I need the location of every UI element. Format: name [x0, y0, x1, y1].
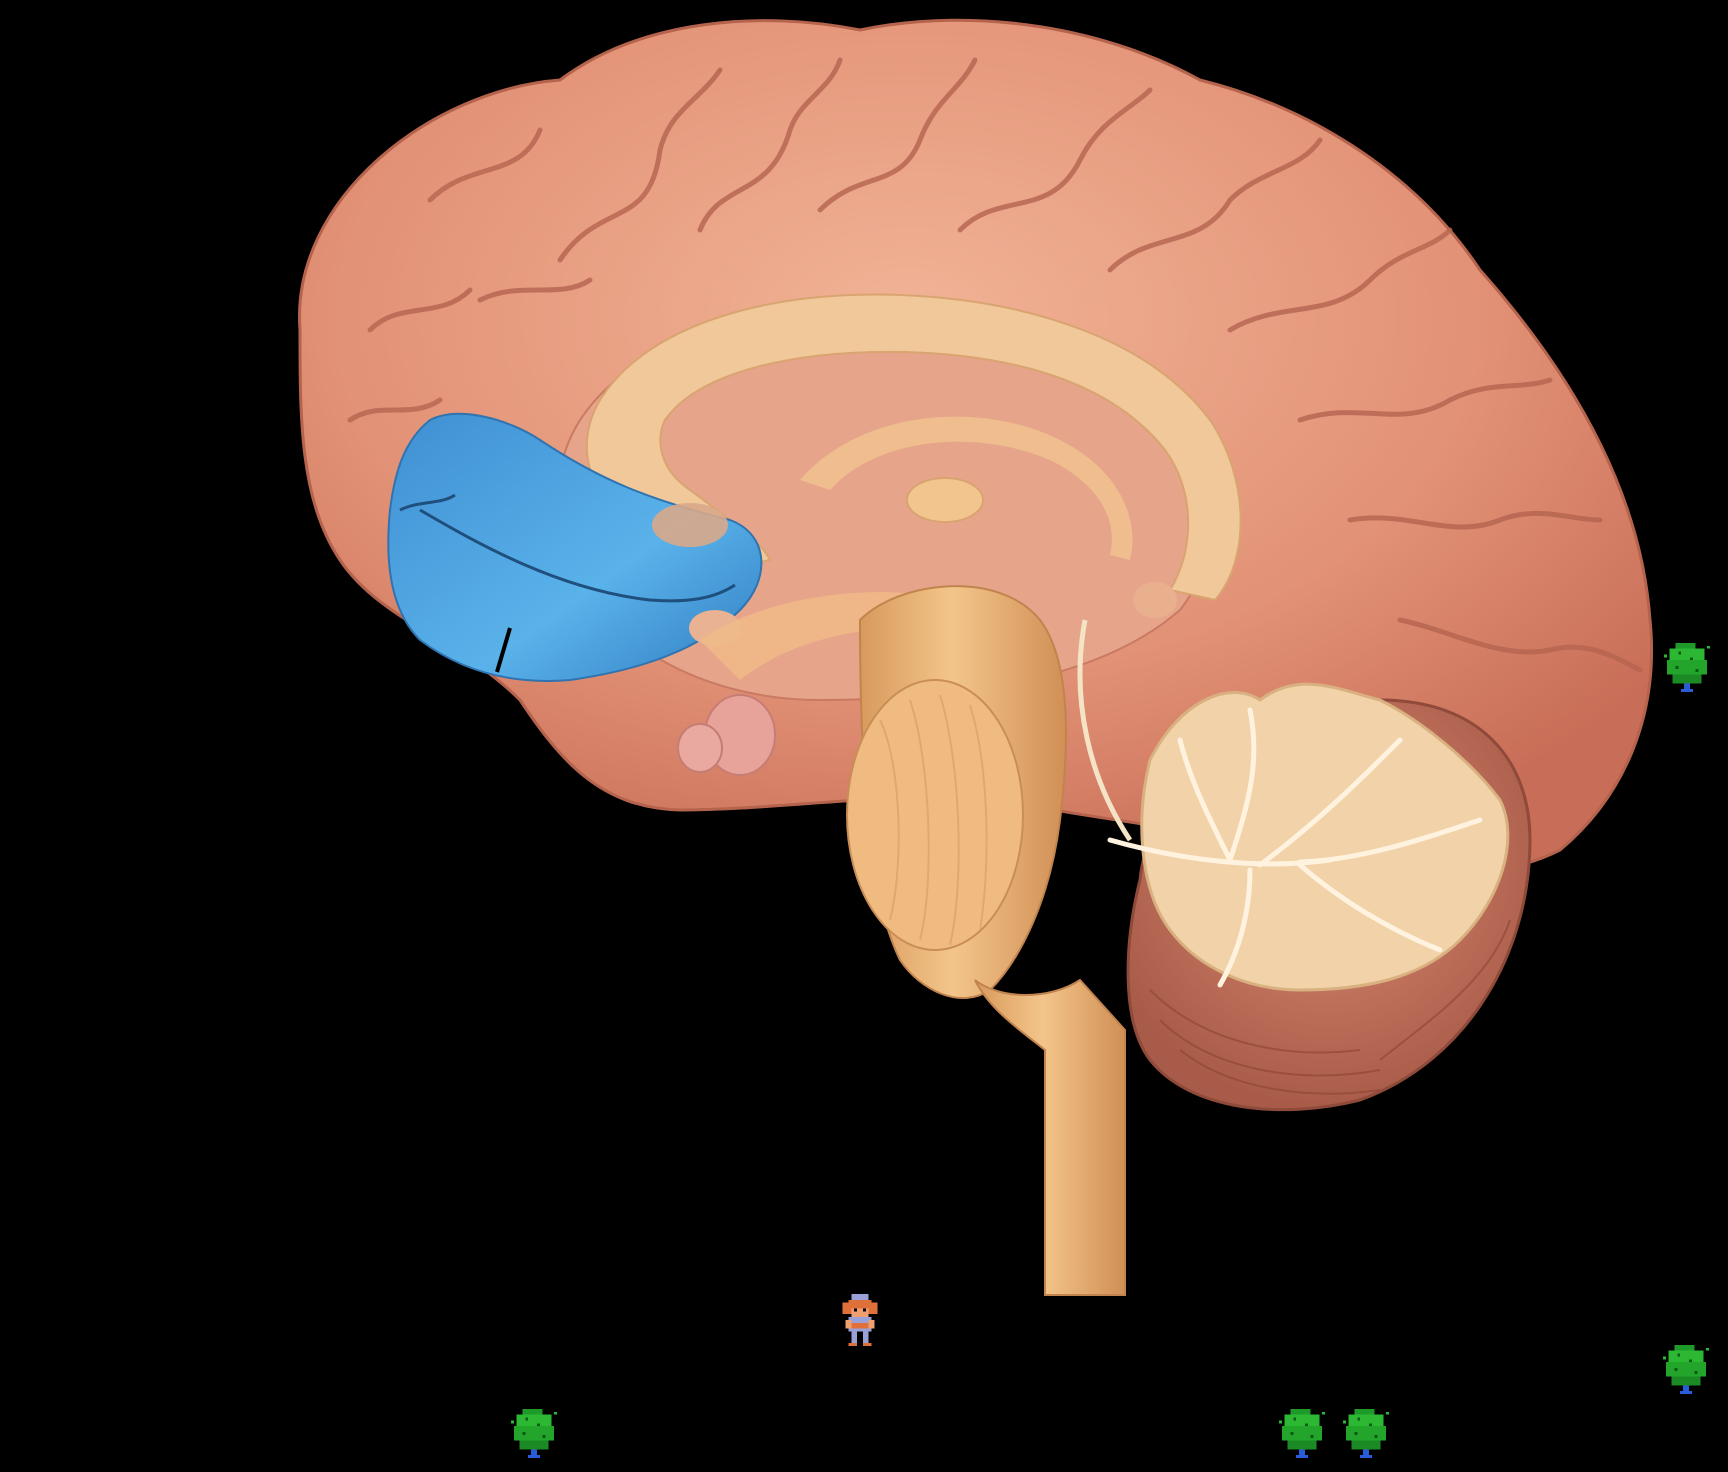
arbor-vitae-branches [1107, 707, 1483, 988]
player-sprite [836, 1294, 884, 1346]
fourth-ventricle-line [1077, 619, 1133, 842]
green-bush-icon [510, 1408, 558, 1458]
pons-striations [879, 694, 988, 946]
bush-sprite-1 [1663, 640, 1711, 692]
orbitofrontal-cortex-highlight [387, 412, 763, 682]
cerebellum-folia [1149, 919, 1511, 1095]
mammillary-body [677, 723, 723, 773]
fornix [800, 416, 1133, 560]
green-bush-icon [1662, 1344, 1710, 1394]
label-pointer-line [495, 627, 512, 673]
pixel-hero-icon [842, 1294, 878, 1346]
gyri-folds [347, 57, 1643, 673]
green-bush-icon [1663, 642, 1711, 692]
green-bush-icon [1278, 1408, 1326, 1458]
orbitofrontal-fold-2 [399, 493, 456, 512]
bush-sprite-5 [1342, 1406, 1390, 1458]
thalamus [906, 477, 984, 523]
bush-sprite-4 [1278, 1406, 1326, 1458]
pineal-gland [1133, 582, 1177, 618]
green-bush-icon [1342, 1408, 1390, 1458]
orbitofrontal-fold [419, 508, 736, 603]
anterior-commissure [652, 503, 728, 547]
bush-sprite-3 [510, 1406, 558, 1458]
arbor-vitae [1140, 682, 1510, 992]
pons [846, 679, 1024, 951]
medulla-spinal-cord [974, 978, 1126, 1296]
bush-sprite-2 [1662, 1342, 1710, 1394]
